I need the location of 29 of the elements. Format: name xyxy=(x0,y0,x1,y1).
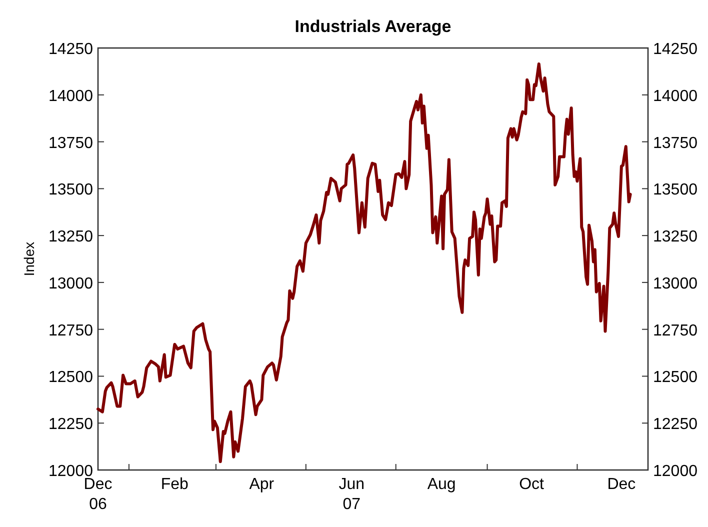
y-tick-label: 13500 xyxy=(48,182,94,199)
x-tick-label: Dec xyxy=(607,476,636,493)
line-series xyxy=(96,62,632,464)
chart-title: Industrials Average xyxy=(294,17,452,36)
y2-tick-label: 12750 xyxy=(653,322,698,340)
y-tick-label: 12250 xyxy=(48,416,94,434)
y2-tick-label: 13250 xyxy=(653,228,698,246)
y-axis-title: Index xyxy=(21,242,37,276)
y2-tick-label: 12500 xyxy=(653,369,698,386)
y2-tick-label: 14250 xyxy=(653,41,698,58)
x-tick-label: Jun 07 xyxy=(338,476,365,513)
x-tick-label: Aug xyxy=(427,476,456,493)
y2-tick-label: 12250 xyxy=(653,416,698,434)
y-tick-label: 14250 xyxy=(48,41,94,58)
y-tick-label: 14000 xyxy=(48,88,94,105)
y2-tick-label: 13500 xyxy=(653,182,698,199)
y-tick-label: 12750 xyxy=(48,322,94,340)
y2-tick-label: 12000 xyxy=(653,463,698,480)
x-tick-label: Dec 06 xyxy=(84,476,112,513)
y2-tick-label: 13000 xyxy=(653,275,698,292)
y2-tick-label: 13750 xyxy=(653,134,698,152)
x-tick-label: Apr xyxy=(249,476,275,493)
y-tick-label: 13000 xyxy=(48,275,94,292)
x-tick-label: Feb xyxy=(160,476,189,493)
x-tick-label: Oct xyxy=(519,476,545,493)
y-tick-label: 12500 xyxy=(48,369,94,386)
y-tick-label: 13750 xyxy=(48,134,94,152)
y2-tick-label: 14000 xyxy=(653,88,698,105)
y-tick-label: 13250 xyxy=(48,228,94,246)
